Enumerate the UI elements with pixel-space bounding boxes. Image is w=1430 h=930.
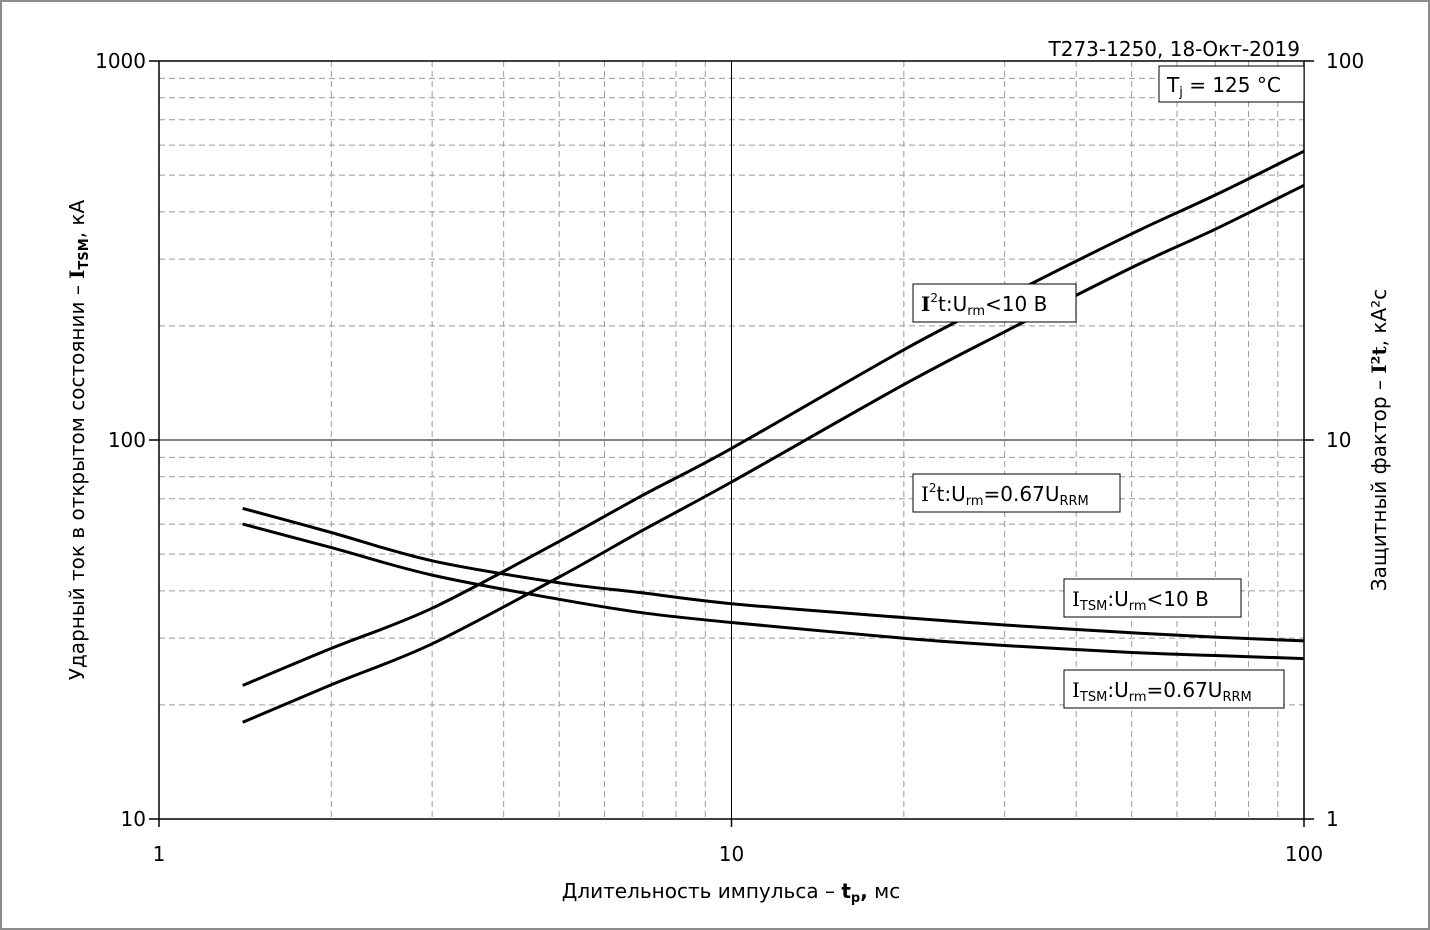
- condition-text: Tj = 125 °C: [1166, 73, 1281, 100]
- condition-box: Tj = 125 °C: [1158, 65, 1305, 103]
- series-line-i2t-067: [242, 183, 1305, 724]
- major-gridlines: [159, 61, 1304, 819]
- x-tick-label: 100: [1285, 842, 1323, 866]
- condition-subscript: j: [1178, 85, 1183, 100]
- svg-text:I2t:Urm<10 В: I2t:Urm<10 В: [921, 291, 1047, 319]
- chart-header: T273-1250, 18-Окт-2019: [1048, 37, 1300, 61]
- series-line-itsm-067: [242, 522, 1305, 661]
- condition-value: = 125 °C: [1183, 73, 1281, 97]
- annotation-i2t-low: I2t:Urm<10 В: [912, 283, 1077, 323]
- y-left-tick-label: 1000: [95, 49, 146, 73]
- y-right-tick-label: 10: [1326, 428, 1351, 452]
- y-right-tick-label: 1: [1326, 807, 1339, 831]
- y-axis-right-label: Защитный фактор – I²t, кА²с: [1367, 289, 1391, 591]
- series-lines: [242, 149, 1305, 724]
- axis-ticks: 1 10 100 10 100 1000 1 10 100: [95, 49, 1364, 866]
- y-left-tick-label: 100: [108, 428, 146, 452]
- x-tick-label: 1: [153, 842, 166, 866]
- x-axis-label: Длительность импульса – tp, мс: [562, 879, 901, 906]
- condition-symbol: T: [1166, 73, 1180, 97]
- annotation-itsm-067: ITSM:Urm=0.67URRM: [1063, 669, 1285, 709]
- y-axis-left-label: Ударный ток в открытом состоянии – ITSM,…: [65, 199, 92, 680]
- svg-text:ITSM:Urm<10 В: ITSM:Urm<10 В: [1072, 587, 1209, 614]
- svg-text:ITSM:Urm=0.67URRM: ITSM:Urm=0.67URRM: [1072, 678, 1252, 705]
- x-tick-label: 10: [719, 842, 744, 866]
- annotation-itsm-low: ITSM:Urm<10 В: [1063, 578, 1242, 618]
- annotation-i2t-067: I2t:Urm=0.67URRM: [912, 473, 1121, 513]
- svg-text:I2t:Urm=0.67URRM: I2t:Urm=0.67URRM: [921, 481, 1089, 509]
- y-right-tick-label: 100: [1326, 49, 1364, 73]
- series-line-i2t-low: [242, 149, 1305, 687]
- series-line-itsm-low: [242, 506, 1305, 643]
- y-left-tick-label: 10: [121, 807, 146, 831]
